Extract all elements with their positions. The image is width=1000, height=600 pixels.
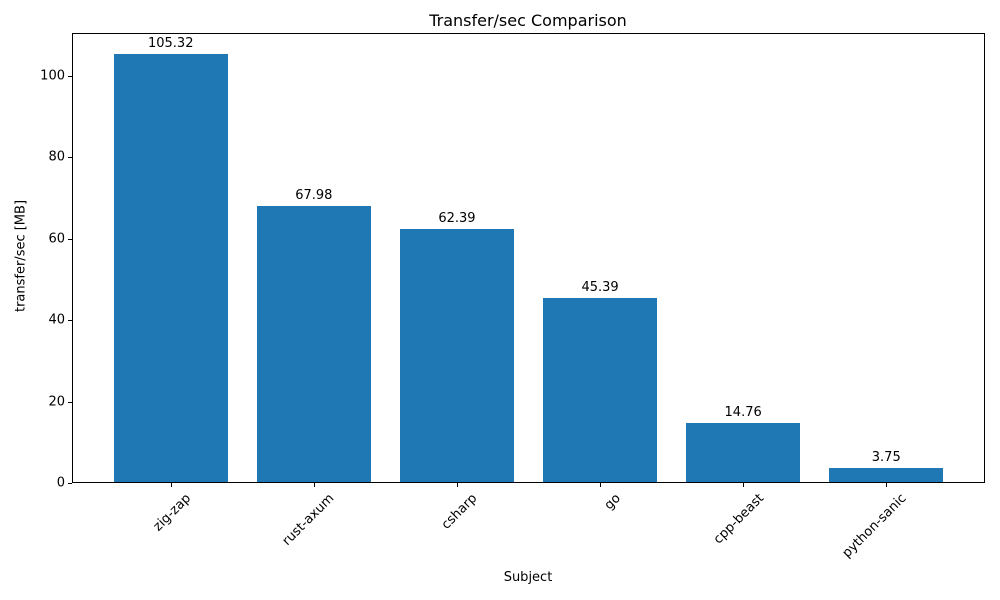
x-tick-mark [170,483,172,487]
y-axis-label: transfer/sec [MB] [13,199,29,313]
y-tick-mark [68,157,72,159]
bar [685,422,801,483]
y-tick-mark [68,320,72,322]
x-tick-label-text: go [601,491,624,514]
bar-value-label: 105.32 [147,36,194,52]
x-tick-label-text: cpp-beast [710,491,767,548]
y-tick-mark [68,401,72,403]
y-tick-label: 40 [48,312,65,328]
bar [113,54,228,483]
bar-value-label: 45.39 [581,280,619,296]
bar-value-label: 62.39 [438,211,476,227]
bar-value-label: 67.98 [295,188,333,204]
x-tick-mark [743,483,745,487]
x-tick-label-text: rust-axum [279,491,338,549]
y-tick-label: 60 [48,231,65,247]
chart-title: Transfer/sec Comparison [429,11,627,30]
y-tick-mark [68,483,72,484]
bar [256,206,372,483]
y-tick-mark [68,238,72,240]
y-tick-mark [68,76,72,78]
bar [399,229,515,483]
y-tick-label: 0 [56,475,65,491]
x-tick-mark [313,483,315,487]
x-tick-mark [600,483,602,487]
bar [829,467,944,483]
bar-value-label: 14.76 [724,404,762,420]
x-tick-mark [456,483,458,487]
x-tick-label-text: csharp [439,491,481,533]
x-axis-label: Subject [503,570,553,585]
y-tick-label: 20 [48,394,65,410]
bar-value-label: 3.75 [871,449,901,465]
y-tick-label: 80 [48,149,65,165]
x-tick-label-text: zig-zap [150,491,195,535]
bar [542,298,658,483]
y-tick-label: 100 [40,68,65,84]
x-tick-mark [886,483,888,487]
plot-area: 105.32 67.98 62.39 45.39 14.76 3.75 [72,33,985,483]
x-tick-label-text: python-sanic [839,491,910,561]
